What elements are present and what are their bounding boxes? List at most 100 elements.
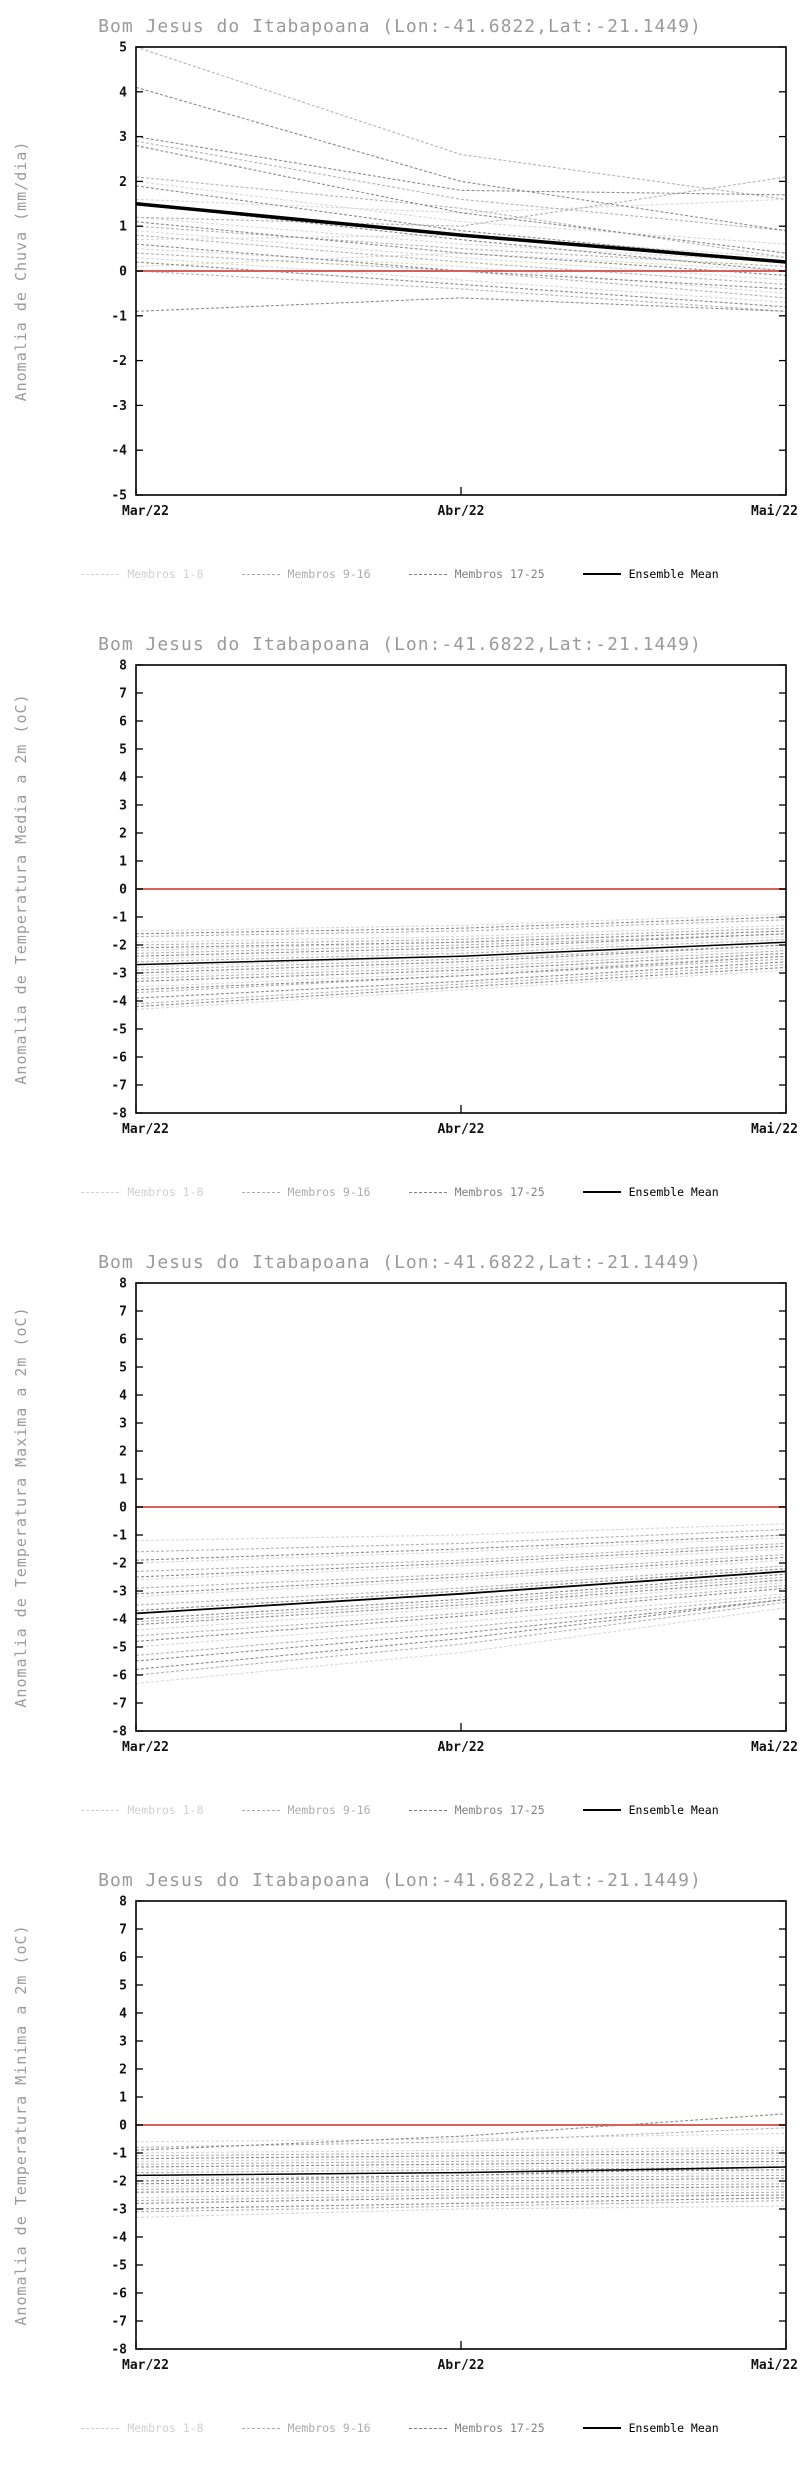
ensemble-member-line: [135, 944, 787, 971]
ensemble-member-line: [135, 966, 787, 1008]
y-tick-label: -4: [111, 1613, 127, 1628]
y-tick-label: -3: [111, 967, 127, 982]
y-tick-label: -5: [111, 2259, 127, 2274]
legend-item: Membros 9-16: [241, 1803, 371, 1817]
y-tick-label: 3: [119, 799, 127, 814]
ensemble-member-line: [135, 916, 787, 935]
ensemble-member-line: [135, 1542, 787, 1572]
y-tick-label: 2: [119, 175, 127, 190]
ensemble-member-line: [135, 1537, 787, 1564]
legend-line-sample: [81, 1191, 120, 1193]
ensemble-member-line: [135, 261, 787, 308]
y-tick-label: -2: [111, 2175, 127, 2190]
y-tick-label: -2: [111, 354, 127, 369]
y-tick-label: 0: [119, 883, 127, 898]
legend-line-sample: [408, 573, 447, 575]
y-tick-label: -1: [111, 1529, 127, 1544]
x-tick-label: Abr/22: [438, 1740, 485, 1755]
legend-line-sample: [582, 2427, 621, 2429]
ensemble-member-line: [135, 2146, 787, 2154]
ensemble-mean-line: [135, 941, 787, 966]
ensemble-member-line: [135, 2149, 787, 2157]
ensemble-member-line: [135, 2191, 787, 2202]
ensemble-member-line: [135, 140, 787, 232]
legend-item: Ensemble Mean: [582, 1803, 719, 1817]
y-tick-label: 4: [119, 85, 127, 100]
legend-item-label: Membros 17-25: [454, 567, 545, 581]
legend-item: Membros 9-16: [241, 1185, 371, 1199]
y-tick-label: -1: [111, 309, 127, 324]
ensemble-member-line: [135, 1565, 787, 1606]
x-tick-label: Abr/22: [438, 504, 485, 519]
ensemble-member-line: [135, 938, 787, 963]
ensemble-member-line: [135, 933, 787, 957]
ensemble-member-line: [135, 1584, 787, 1637]
ensemble-member-line: [135, 2188, 787, 2199]
ensemble-mean-line: [135, 2166, 787, 2177]
legend-line-sample: [582, 573, 621, 575]
legend-line-sample: [408, 1809, 447, 1811]
ensemble-member-line: [135, 136, 787, 196]
legend-item: Ensemble Mean: [582, 2421, 719, 2435]
y-tick-label: -2: [111, 939, 127, 954]
y-tick-label: 3: [119, 1417, 127, 1432]
chart-title: Bom Jesus do Itabapoana (Lon:-41.6822,La…: [98, 1252, 702, 1273]
y-tick-label: 1: [119, 1473, 127, 1488]
legend-line-sample: [582, 1191, 621, 1193]
legend-item-label: Membros 17-25: [454, 2421, 545, 2435]
ensemble-member-line: [135, 248, 787, 294]
ensemble-member-line: [135, 1523, 787, 1542]
y-tick-label: 2: [119, 827, 127, 842]
y-axis-label: Anomalia de Temperatura Maxima a 2m (oC): [12, 1306, 30, 1707]
ensemble-member-line: [135, 2205, 787, 2218]
ensemble-member-line: [135, 1556, 787, 1595]
ensemble-member-line: [135, 185, 787, 263]
y-tick-label: -2: [111, 1557, 127, 1572]
legend-item-label: Membros 17-25: [454, 1185, 545, 1199]
y-tick-label: 0: [119, 1501, 127, 1516]
y-tick-label: 3: [119, 130, 127, 145]
y-tick-label: 1: [119, 855, 127, 870]
chart-title: Bom Jesus do Itabapoana (Lon:-41.6822,La…: [98, 1870, 702, 1891]
ensemble-member-line: [135, 234, 787, 285]
ensemble-member-line: [135, 1554, 787, 1589]
y-tick-label: 6: [119, 1333, 127, 1348]
legend-item-label: Membros 9-16: [287, 2421, 371, 2435]
ensemble-member-line: [135, 2132, 787, 2143]
y-tick-label: 0: [119, 2119, 127, 2134]
legend-item-label: Membros 9-16: [287, 1185, 371, 1199]
ensemble-member-line: [135, 961, 787, 999]
ensemble-member-line: [135, 221, 787, 277]
y-tick-label: -5: [111, 489, 127, 504]
y-tick-label: 1: [119, 220, 127, 235]
y-tick-label: -6: [111, 1669, 127, 1684]
ensemble-member-line: [135, 1545, 787, 1578]
ensemble-member-line: [135, 913, 787, 932]
ensemble-member-line: [135, 198, 787, 214]
ensemble-member-line: [135, 1568, 787, 1612]
ensemble-member-line: [135, 933, 787, 954]
chart-panel-mean-temperature: Bom Jesus do Itabapoana (Lon:-41.6822,La…: [0, 618, 800, 1236]
ensemble-member-line: [135, 216, 787, 263]
ensemble-member-line: [135, 203, 787, 272]
chart-panel-max-temperature: Bom Jesus do Itabapoana (Lon:-41.6822,La…: [0, 1236, 800, 1854]
ensemble-member-line: [135, 955, 787, 988]
ensemble-member-line: [135, 955, 787, 991]
legend-item-label: Membros 1-8: [127, 567, 204, 581]
legend-item: Membros 1-8: [81, 1803, 204, 1817]
y-tick-label: 5: [119, 743, 127, 758]
ensemble-member-line: [135, 947, 787, 977]
legend-line-sample: [81, 1809, 120, 1811]
y-tick-label: 6: [119, 1951, 127, 1966]
y-tick-label: 2: [119, 2063, 127, 2078]
y-tick-label: -6: [111, 1051, 127, 1066]
y-tick-label: -4: [111, 444, 127, 459]
legend: Membros 1-8 Membros 9-16 Membros 17-25 Ense…: [0, 2421, 800, 2435]
legend: Membros 1-8 Membros 9-16 Membros 17-25 Ense…: [0, 567, 800, 581]
y-tick-label: 2: [119, 1445, 127, 1460]
x-tick-label: Abr/22: [438, 2358, 485, 2373]
legend-item: Membros 1-8: [81, 1185, 204, 1199]
ensemble-member-line: [135, 1559, 787, 1598]
y-tick-label: -3: [111, 2203, 127, 2218]
ensemble-member-line: [135, 1587, 787, 1642]
